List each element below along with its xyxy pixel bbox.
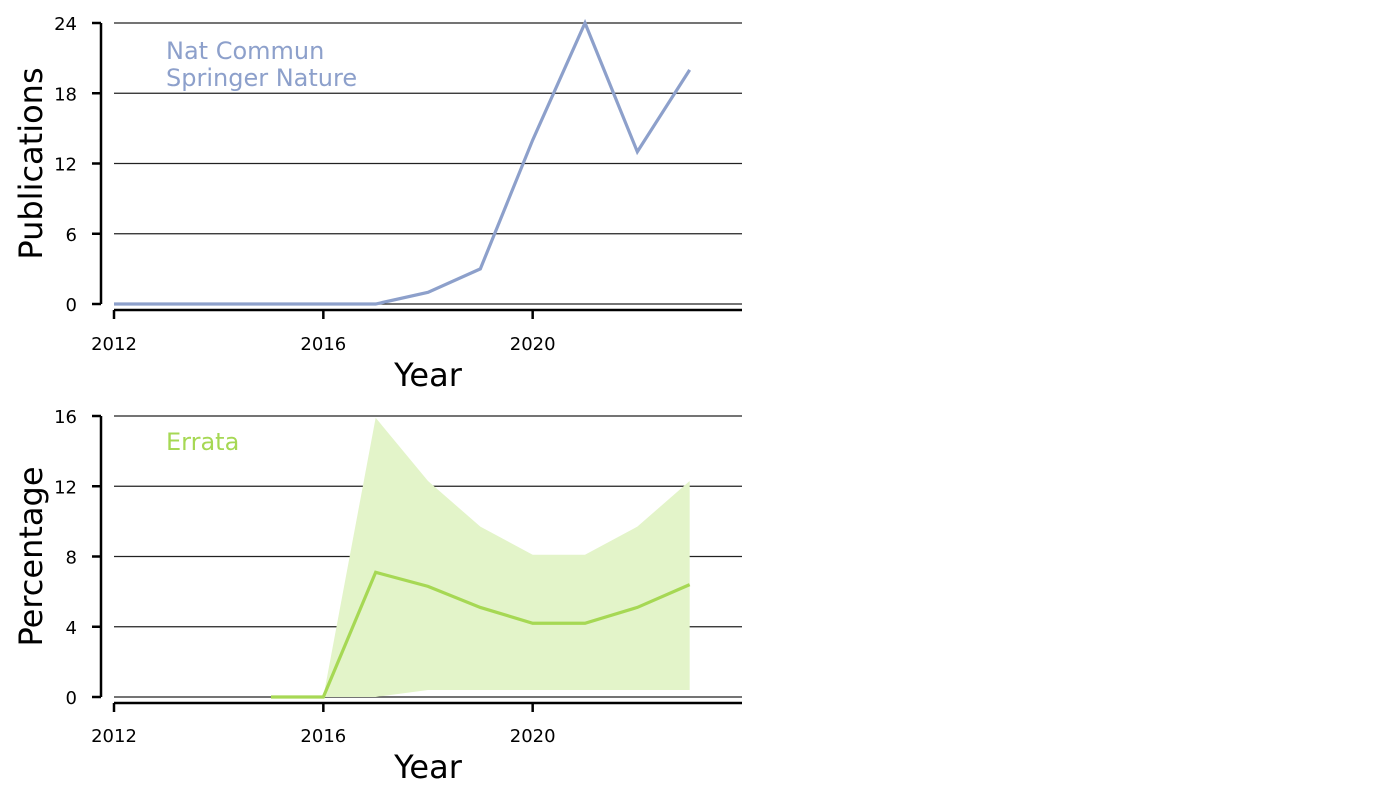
- x-tick-label: 2012: [91, 726, 137, 747]
- errata-panel: 0 4 8 12 16 2012 2016 2020 Year Percentage Errata: [12, 407, 742, 786]
- x-tick-label: 2012: [91, 334, 137, 355]
- y-axis-label: Percentage: [12, 466, 50, 646]
- y-tick-label: 12: [54, 477, 77, 498]
- x-tick-label: 2016: [300, 726, 346, 747]
- x-tick-label: 2020: [510, 334, 556, 355]
- x-tick-label: 2020: [510, 726, 556, 747]
- y-tick-label: 24: [54, 14, 77, 35]
- publications-panel: 0 6 12 18 24 2012 2016 2020 Year Publications Nat …: [12, 14, 742, 394]
- annotation-text: Nat Commun: [166, 37, 324, 65]
- series-line: [114, 18, 692, 306]
- series-line: [271, 570, 691, 699]
- y-tick-label: 6: [66, 225, 77, 246]
- annotation-text: Springer Nature: [166, 64, 357, 92]
- annotation-text: Errata: [166, 428, 239, 456]
- y-tick-label: 18: [54, 84, 77, 105]
- x-axis-label: Year: [393, 356, 463, 394]
- y-tick-label: 4: [66, 618, 77, 639]
- x-axis-label: Year: [393, 748, 463, 786]
- y-tick-label: 8: [66, 548, 77, 569]
- y-tick-label: 16: [54, 407, 77, 428]
- y-axis-label: Publications: [12, 67, 50, 259]
- y-tick-label: 12: [54, 155, 77, 176]
- y-tick-label: 0: [66, 688, 77, 709]
- confidence-band: [323, 417, 690, 697]
- y-tick-label: 0: [66, 295, 77, 316]
- x-tick-label: 2016: [300, 334, 346, 355]
